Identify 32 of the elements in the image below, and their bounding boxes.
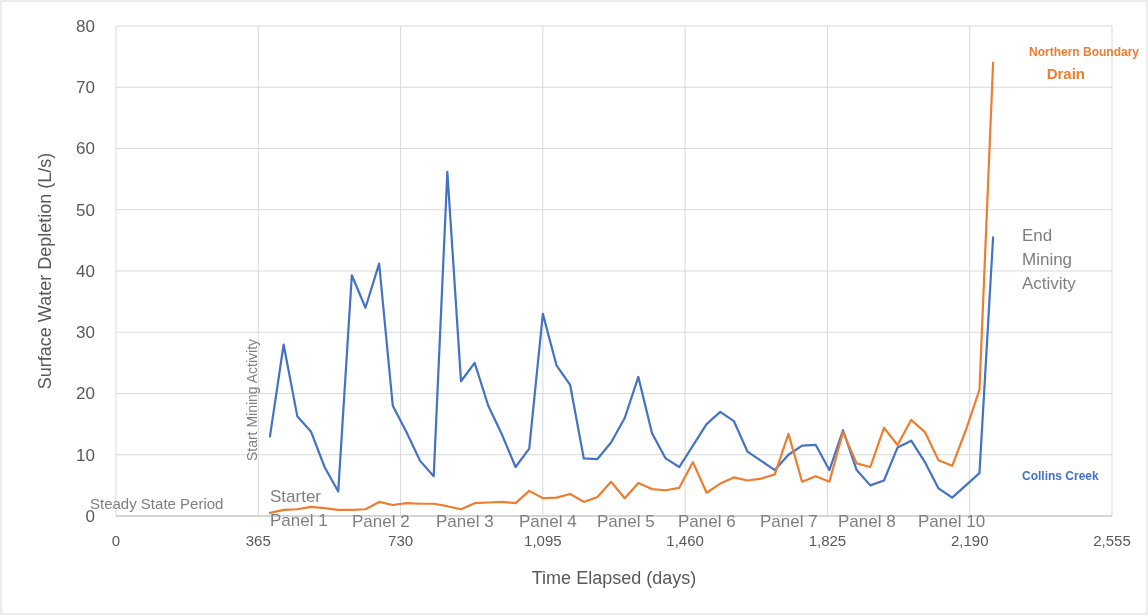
y-tick-label: 30 bbox=[76, 323, 95, 343]
y-axis-title: Surface Water Depletion (L/s) bbox=[35, 152, 55, 390]
annotation: End Mining Activity bbox=[1022, 226, 1077, 293]
annotation: Panel 8 bbox=[838, 512, 896, 531]
annotation: Panel 5 bbox=[597, 512, 655, 531]
y-tick-label: 80 bbox=[76, 16, 95, 36]
annotation: Panel 4 bbox=[519, 512, 577, 531]
line-series bbox=[268, 61, 995, 515]
x-tick-label: 2,190 bbox=[950, 532, 989, 549]
y-tick-label: 70 bbox=[76, 78, 95, 98]
annotation: Panel 10 bbox=[918, 512, 986, 531]
text: Northern Boundary Drain bbox=[1028, 45, 1140, 82]
annotation: Start Mining Activity bbox=[244, 338, 260, 462]
x-tick-label: 1,460 bbox=[666, 532, 704, 549]
x-tick-label: 365 bbox=[245, 532, 271, 549]
y-tick-label: 60 bbox=[76, 139, 95, 159]
annotation: Starter Panel 1 bbox=[270, 487, 328, 530]
y-tick-label: 10 bbox=[76, 445, 95, 465]
y-tick-label: 20 bbox=[76, 384, 95, 404]
x-axis-title: Time Elapsed (days) bbox=[531, 568, 697, 588]
x-tick-label: 730 bbox=[388, 532, 414, 549]
x-tick-label: 1,825 bbox=[808, 532, 847, 549]
annotation: Panel 3 bbox=[436, 512, 494, 531]
x-tick-label: 1,095 bbox=[524, 532, 562, 549]
x-tick-label: 2,555 bbox=[1093, 532, 1131, 549]
y-tick-label: 40 bbox=[76, 261, 95, 281]
annotation: Panel 2 bbox=[352, 512, 410, 531]
annotation: Panel 6 bbox=[678, 512, 736, 531]
y-tick-label: 50 bbox=[76, 200, 95, 220]
x-tick-label: 0 bbox=[111, 532, 121, 549]
annotation: Panel 7 bbox=[760, 512, 818, 531]
text: Collins Creek bbox=[1022, 469, 1100, 483]
